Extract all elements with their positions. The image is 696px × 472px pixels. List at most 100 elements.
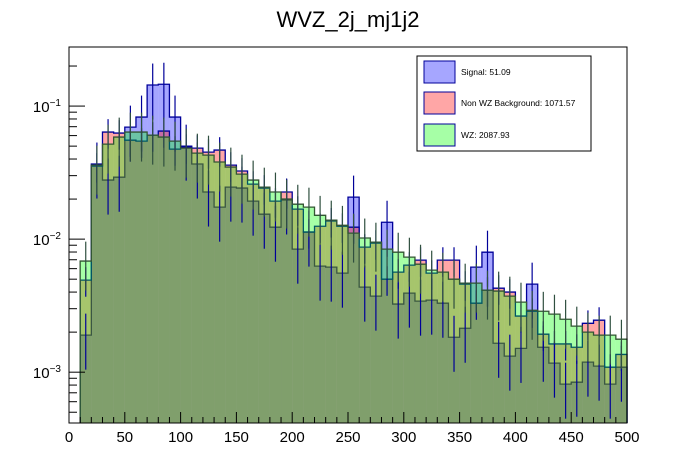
bar-non-wz-background [225,165,237,423]
y-tick-label: 10−1 [33,98,62,116]
bar-signal [102,180,114,423]
bar-non-wz-background [303,232,315,423]
bar-non-wz-background [359,247,371,423]
bar-non-wz-background [135,141,148,423]
bar-wz [180,148,192,424]
bar-non-wz-background [91,166,103,423]
bar-signal [135,117,148,423]
x-tick-label: 100 [168,429,193,446]
bar-signal [493,343,505,423]
legend-swatch-non-wz-background [423,91,456,115]
bar-non-wz-background [214,150,226,423]
bar-non-wz-background [180,147,192,423]
x-tick-label: 150 [224,429,249,446]
bar-signal [225,187,237,423]
bar-signal [191,164,203,423]
bar-non-wz-background [247,184,259,423]
bar-signal [80,335,92,423]
bar-wz [158,137,170,423]
bar-non-wz-background [202,152,215,423]
bar-non-wz-background [426,273,438,423]
bar-wz [135,132,148,424]
bar-wz [348,233,360,423]
x-tick-label: 300 [391,429,416,446]
bar-signal [526,284,538,423]
bar-non-wz-background [113,133,125,424]
bar-wz [202,155,215,424]
bar-non-wz-background [158,131,170,423]
bar-signal [236,188,248,423]
bar-non-wz-background [470,303,482,423]
histogram-layer [79,83,628,424]
bar-non-wz-background [336,226,348,423]
bar-wz [147,135,159,424]
error-bars-wz [85,112,623,369]
bar-wz [236,174,248,423]
bar-wz [526,310,538,423]
bar-non-wz-background [392,272,404,423]
x-tick-label: 250 [335,429,360,446]
bar-signal [426,300,438,423]
bar-non-wz-background [381,279,393,423]
bar-non-wz-background [403,265,415,423]
chart-title: WVZ_2j_mj1j2 [276,7,419,32]
bar-wz [314,215,326,423]
error-bar-layer [85,62,623,419]
bar-wz [91,165,103,423]
bar-non-wz-background [314,226,326,423]
bar-signal [147,85,159,424]
bar-signal [359,287,371,423]
bar-signal [325,267,337,423]
bar-wz [437,272,449,423]
bar-signal [314,266,326,423]
bar-signal [169,117,181,423]
bar-wz [269,192,282,423]
bar-signal [392,304,404,423]
bar-wz [414,264,427,423]
y-tick-label: 10−2 [33,231,62,249]
bar-non-wz-background [269,201,282,423]
bar-wz [292,204,304,423]
bar-signal [414,301,427,423]
bar-signal [202,192,215,423]
legend-label-wz: WZ: 2087.93 [461,130,510,140]
bar-non-wz-background [281,192,293,423]
bar-signal [437,303,449,423]
x-tick-label: 450 [559,429,584,446]
bar-wz [113,137,125,423]
bar-signal [470,267,482,423]
legend-label-non-wz-background: Non WZ Background: 1071.57 [461,98,576,108]
bar-non-wz-background [258,188,270,423]
bar-wz [225,167,237,423]
bar-signal [403,293,415,423]
y-tick-label: 10−3 [33,364,62,382]
legend-swatch-signal [423,60,456,84]
bar-non-wz-background [481,290,494,423]
bar-signal [481,252,494,423]
bar-wz [214,161,226,423]
bar-signal [292,249,304,423]
bar-signal [459,328,471,423]
bar-non-wz-background [102,132,114,424]
bar-signal [269,227,282,423]
bar-signal [214,207,226,423]
legend-entry-non-wz-background: Non WZ Background: 1071.57 [423,91,576,115]
bar-wz [403,257,415,423]
bar-signal [515,348,527,423]
legend-label-signal: Signal: 51.09 [461,67,511,77]
x-tick-label: 500 [614,429,639,446]
outline-wz [79,131,628,423]
bar-wz [169,141,181,423]
bar-non-wz-background [191,148,203,424]
bar-wz [281,199,293,423]
bar-signal [91,164,103,423]
bar-non-wz-background [147,135,159,424]
bar-wz [102,144,114,424]
bar-signal [448,337,460,423]
bar-signal [370,296,382,423]
bar-non-wz-background [437,260,449,423]
bar-signal [124,127,136,424]
bar-wz [370,242,382,423]
bar-non-wz-background [370,243,382,423]
